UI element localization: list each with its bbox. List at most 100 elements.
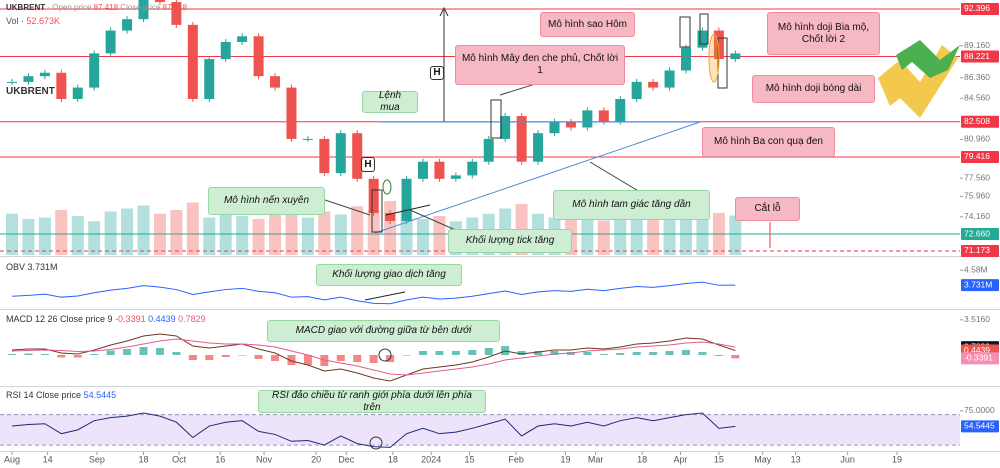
candle <box>368 178 379 214</box>
logo <box>878 40 960 118</box>
rsi-value: 54.5445 <box>83 390 117 400</box>
volume-value: 52.673K <box>26 16 61 26</box>
candle <box>286 87 297 139</box>
x-tick-label: Aug <box>4 454 20 464</box>
volume-bar <box>351 206 364 255</box>
annotation: H <box>430 66 444 80</box>
volume-bar <box>400 211 413 255</box>
macd-histogram <box>303 355 312 365</box>
annotation: RSI đảo chiều từ ranh giới phía dưới lên… <box>258 390 486 413</box>
volume-bar <box>55 210 68 255</box>
candle <box>533 133 544 162</box>
price-tag-label: -0.3391 <box>964 353 993 363</box>
price-tag <box>961 352 999 365</box>
macd-line <box>11 333 736 382</box>
price-tag <box>961 244 999 257</box>
x-tick-label: 15 <box>465 454 475 464</box>
x-tick-label: Nov <box>256 454 273 464</box>
macd-value: 0.4439 <box>148 314 176 324</box>
macd-histogram <box>24 353 33 355</box>
price-tag <box>961 279 999 292</box>
pane-separators <box>0 256 1000 452</box>
candle <box>72 87 83 99</box>
macd-histogram <box>599 354 608 355</box>
volume-bar <box>663 211 676 255</box>
volume-bar <box>581 216 594 255</box>
price-tag-label: 88.221 <box>964 51 990 61</box>
x-tick-label: 18 <box>139 454 149 464</box>
annotation: Mô hình tam giác tăng dần <box>553 190 710 220</box>
y-tick-label: 86.360 <box>964 72 990 82</box>
x-tick-label: 2024 <box>421 454 441 464</box>
x-tick-label: 18 <box>637 454 647 464</box>
volume-bar <box>647 216 660 255</box>
candle <box>598 110 609 122</box>
candle <box>56 72 67 99</box>
annotation: Cắt lỗ <box>735 197 800 221</box>
y-tick-label: 75.0000 <box>964 405 995 415</box>
candle <box>450 175 461 179</box>
candle <box>204 59 215 99</box>
price-tag-label: 79.416 <box>964 151 990 161</box>
candle <box>319 138 330 174</box>
volume-bar <box>334 214 347 255</box>
price-tag <box>961 2 999 15</box>
annotation: Mô hình doji bóng dài <box>752 75 875 103</box>
candle <box>417 161 428 179</box>
annotation: Lệnh mua <box>362 90 418 113</box>
price-tag <box>961 420 999 433</box>
volume-bar <box>186 202 199 255</box>
candle <box>39 72 50 77</box>
macd-histogram <box>271 355 280 361</box>
volume-bar <box>318 211 331 255</box>
volume-bar <box>6 213 19 255</box>
annotation: Khối lượng tick tăng <box>448 229 572 253</box>
candle <box>385 213 396 222</box>
x-tick-label: Dec <box>338 454 355 464</box>
macd-hist-value: -0.3391 <box>115 314 146 324</box>
y-tick-label: 4.58M <box>964 264 988 274</box>
macd-histogram <box>534 351 543 355</box>
macd-line <box>11 338 736 376</box>
price-tag-label: 72.660 <box>964 228 990 238</box>
volume-bar <box>269 213 282 255</box>
volume-bar <box>614 217 627 255</box>
macd-histogram <box>402 355 411 356</box>
open-label: Open price <box>52 3 92 12</box>
candle <box>516 116 527 162</box>
volume-bar <box>252 219 265 255</box>
x-tick-label: Apr <box>674 454 688 464</box>
candle <box>122 19 133 31</box>
candle <box>187 24 198 99</box>
candle <box>154 0 165 3</box>
macd-histogram <box>714 355 723 356</box>
macd-histogram <box>484 348 493 355</box>
pane-title: UKBRENT <box>6 86 55 97</box>
x-tick-label: Mar <box>588 454 604 464</box>
macd-histogram <box>682 350 691 355</box>
price-tag-label: 92.396 <box>964 3 990 13</box>
volume-title: Vol <box>6 16 19 26</box>
price-tag <box>961 50 999 63</box>
obv-title: OBV 3.731M <box>6 262 58 272</box>
price-tag-label: 82.508 <box>964 116 990 126</box>
x-tick-label: May <box>754 454 772 464</box>
price-tag <box>961 150 999 163</box>
volume-bar <box>630 213 643 255</box>
annotation: MACD giao với đường giữa từ bên dưới <box>267 320 500 342</box>
candle <box>7 81 18 83</box>
annotation: Mô hình Mây đen che phủ, Chốt lời 1 <box>455 45 625 85</box>
x-tick-label: 18 <box>388 454 398 464</box>
macd-histogram <box>221 355 230 357</box>
candle <box>302 138 313 140</box>
y-tick-label: 75.960 <box>964 191 990 201</box>
x-tick-label: Feb <box>508 454 524 464</box>
macd-histogram <box>649 352 658 355</box>
macd-histogram <box>106 350 115 355</box>
candle <box>681 47 692 71</box>
volume-bar <box>22 219 35 255</box>
signal-value: 0.7829 <box>178 314 206 324</box>
candle <box>138 0 149 20</box>
y-tick-label: 77.560 <box>964 172 990 182</box>
